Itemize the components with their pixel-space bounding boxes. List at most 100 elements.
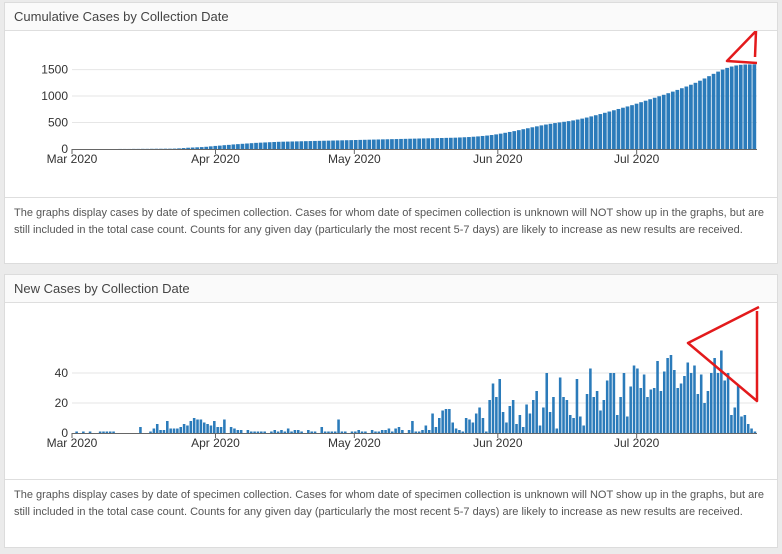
cumulative-cases-panel: Cumulative Cases by Collection Date 0 500… — [4, 2, 778, 264]
bar — [249, 143, 254, 149]
bar — [105, 431, 109, 433]
bar — [616, 108, 621, 149]
bar — [209, 425, 213, 433]
bar — [370, 430, 374, 433]
bar — [304, 141, 308, 149]
bar — [223, 419, 226, 433]
bar — [308, 141, 313, 149]
bar — [679, 88, 684, 149]
bar — [689, 84, 693, 149]
bar — [716, 71, 720, 149]
bar — [408, 138, 412, 149]
bar — [149, 431, 152, 433]
bar — [390, 139, 394, 149]
bar — [461, 431, 465, 433]
bar — [598, 114, 603, 149]
bar — [213, 421, 216, 433]
bar — [417, 138, 421, 149]
bar — [380, 430, 384, 433]
bar — [666, 93, 671, 149]
bar — [575, 119, 580, 149]
bar — [407, 430, 411, 433]
bar — [199, 147, 204, 149]
bar — [545, 373, 549, 433]
bar — [381, 139, 385, 149]
bar — [411, 421, 414, 433]
bar — [582, 425, 585, 433]
bar — [723, 380, 726, 433]
bar — [177, 148, 181, 149]
bar — [711, 73, 716, 149]
bar — [195, 147, 200, 149]
bar — [152, 428, 156, 433]
bar — [670, 91, 675, 149]
bar — [335, 140, 340, 149]
bar — [474, 413, 478, 433]
bar — [208, 146, 213, 149]
bar — [357, 430, 360, 433]
bar — [652, 97, 657, 149]
bar — [320, 427, 324, 433]
y-tick-label: 40 — [55, 366, 69, 380]
bar — [568, 415, 572, 433]
bar — [738, 64, 743, 149]
bar — [229, 427, 233, 433]
bar — [507, 131, 512, 149]
bar — [323, 431, 327, 433]
bar — [438, 418, 441, 433]
bar — [159, 430, 162, 433]
bar — [421, 430, 424, 433]
x-tick-label: Mar 2020 — [47, 152, 98, 166]
bar — [669, 355, 673, 433]
bar — [743, 64, 748, 149]
bar — [702, 78, 707, 149]
bar — [176, 428, 179, 433]
bar — [489, 135, 494, 149]
bar — [189, 421, 193, 433]
bar — [391, 431, 394, 433]
bar — [621, 107, 625, 149]
bar — [494, 134, 498, 149]
cumulative-chart: 0 500 1000 1500 Mar 2020 Apr 2020 May 2020 Jun … — [5, 31, 777, 197]
bar — [571, 120, 575, 149]
bar — [331, 140, 335, 149]
bar — [397, 427, 401, 433]
bar — [747, 64, 752, 149]
bar — [412, 138, 417, 149]
bar — [595, 391, 599, 433]
x-tick-label: Apr 2020 — [191, 436, 240, 450]
bar — [652, 388, 656, 433]
bar — [525, 404, 528, 433]
bar — [698, 80, 702, 149]
bar — [337, 419, 340, 433]
bar — [485, 431, 488, 433]
bar — [186, 147, 190, 149]
bar — [733, 407, 737, 433]
bar — [580, 118, 585, 149]
bar — [256, 431, 260, 433]
bar — [548, 123, 553, 149]
bar — [343, 431, 347, 433]
bar — [589, 368, 592, 433]
bar — [552, 397, 555, 433]
bar — [746, 424, 750, 433]
bar — [548, 412, 552, 433]
bar — [349, 140, 354, 149]
bar — [544, 124, 548, 149]
bar — [317, 140, 322, 149]
bar — [376, 139, 381, 149]
bar — [643, 100, 648, 149]
bar — [444, 409, 448, 433]
bar — [562, 121, 566, 149]
bar — [280, 430, 283, 433]
bar — [521, 427, 525, 433]
bar — [260, 431, 263, 433]
bar — [245, 143, 249, 149]
bar — [622, 373, 626, 433]
bar — [679, 383, 683, 433]
bar — [642, 374, 646, 433]
bar — [505, 422, 508, 433]
bar — [458, 430, 461, 433]
bar — [75, 431, 78, 433]
bar — [258, 142, 263, 149]
